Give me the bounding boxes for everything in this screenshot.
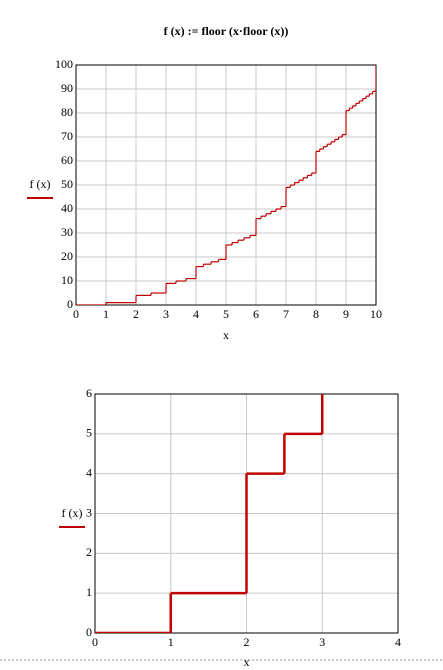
x-tick-label: 1 bbox=[103, 307, 109, 321]
y-tick-label: 70 bbox=[61, 129, 73, 143]
y-tick-label: 5 bbox=[86, 426, 92, 440]
plot-frame bbox=[94, 393, 399, 634]
y-axis-label: f (x) bbox=[62, 506, 83, 520]
x-tick-label: 10 bbox=[370, 307, 382, 321]
x-tick-label: 8 bbox=[313, 307, 319, 321]
plot-frame bbox=[75, 64, 377, 306]
chart-title: f (x) := floor (x·floor (x)) bbox=[164, 24, 289, 38]
y-tick-label: 40 bbox=[61, 201, 73, 215]
x-tick-label: 5 bbox=[223, 307, 229, 321]
y-tick-label: 2 bbox=[86, 545, 92, 559]
x-axis-label: x bbox=[223, 328, 229, 342]
x-tick-label: 2 bbox=[133, 307, 139, 321]
x-tick-label: 6 bbox=[253, 307, 259, 321]
x-tick-label: 9 bbox=[343, 307, 349, 321]
y-tick-label: 50 bbox=[61, 177, 73, 191]
x-tick-label: 7 bbox=[283, 307, 289, 321]
x-tick-label: 2 bbox=[244, 635, 250, 649]
x-tick-label: 3 bbox=[163, 307, 169, 321]
series bbox=[95, 394, 324, 633]
x-tick-label: 4 bbox=[193, 307, 199, 321]
x-axis-label: x bbox=[244, 655, 250, 669]
series bbox=[76, 65, 376, 305]
y-tick-label: 1 bbox=[86, 585, 92, 599]
y-tick-label: 60 bbox=[61, 153, 73, 167]
y-tick-label: 30 bbox=[61, 225, 73, 239]
y-tick-label: 3 bbox=[86, 505, 92, 519]
y-tick-label: 80 bbox=[61, 105, 73, 119]
y-tick-label: 4 bbox=[86, 465, 92, 479]
x-tick-label: 1 bbox=[168, 635, 174, 649]
x-tick-label: 3 bbox=[319, 635, 325, 649]
y-axis-label: f (x) bbox=[30, 177, 51, 191]
x-tick-label: 0 bbox=[92, 635, 98, 649]
x-tick-label: 0 bbox=[73, 307, 79, 321]
y-tick-label: 0 bbox=[86, 625, 92, 639]
x-tick-label: 4 bbox=[395, 635, 401, 649]
y-tick-label: 6 bbox=[86, 386, 92, 400]
y-tick-label: 10 bbox=[61, 273, 73, 287]
y-tick-label: 20 bbox=[61, 249, 73, 263]
y-tick-label: 90 bbox=[61, 81, 73, 95]
y-tick-label: 100 bbox=[55, 57, 73, 71]
y-tick-label: 0 bbox=[67, 297, 73, 311]
